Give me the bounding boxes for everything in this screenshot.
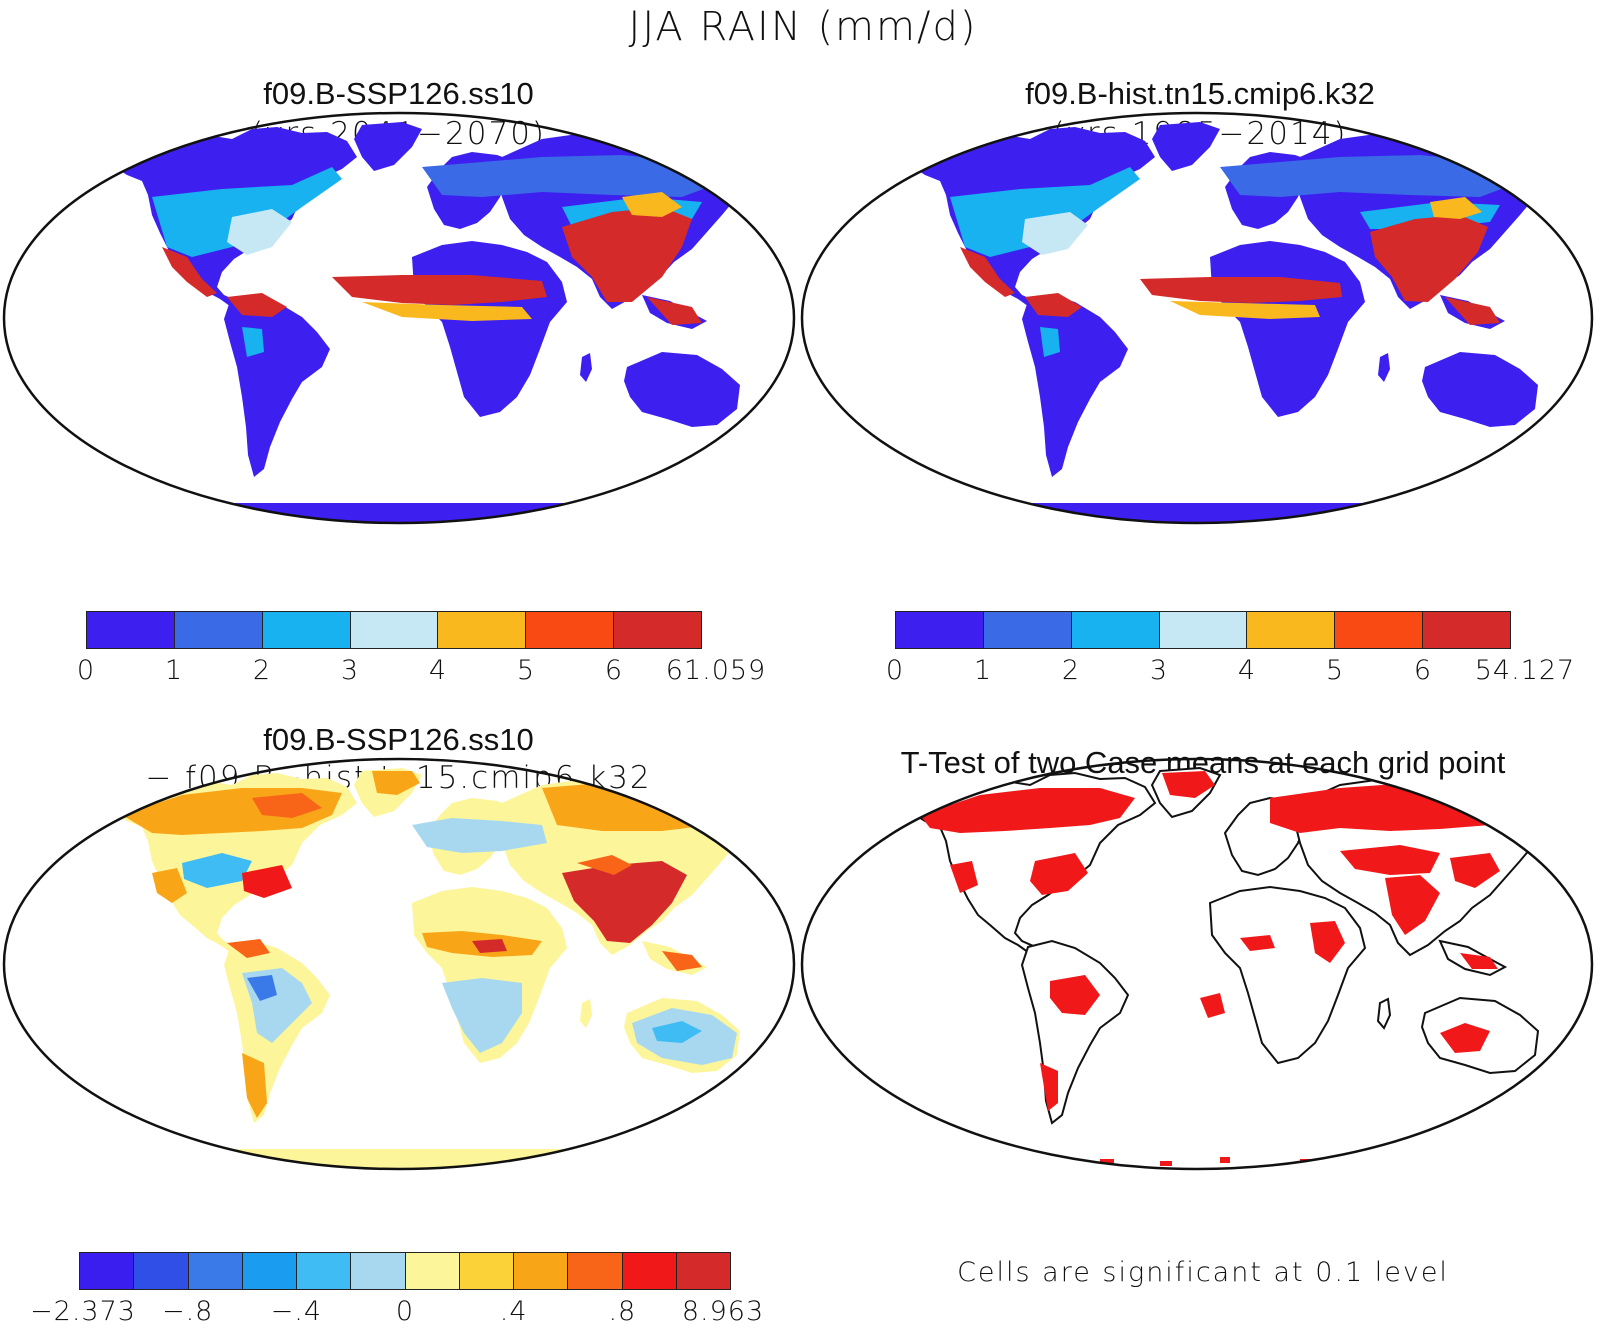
colorbar-diff bbox=[79, 1252, 731, 1290]
colorbar-diff-tick: 8.963 bbox=[681, 1296, 765, 1327]
colorbar-hist-tick: 5 bbox=[1325, 655, 1345, 686]
colorbar-diff-tick: 0 bbox=[395, 1296, 415, 1327]
colorbar-diff-swatch bbox=[80, 1253, 135, 1289]
colorbar-hist bbox=[895, 611, 1511, 649]
colorbar-diff-swatch bbox=[622, 1253, 677, 1289]
colorbar-hist-tick: 2 bbox=[1061, 655, 1081, 686]
colorbar-diff-swatch bbox=[188, 1253, 243, 1289]
ttest-note: Cells are significant at 0.1 level bbox=[957, 1257, 1449, 1288]
panel-ssp-title: f09.B-SSP126.ss10 bbox=[263, 76, 534, 111]
colorbar-ssp-swatch bbox=[438, 612, 527, 648]
colorbar-diff-tick: −.8 bbox=[161, 1296, 214, 1327]
colorbar-hist-swatch bbox=[1071, 612, 1160, 648]
colorbar-hist-tick: 6 bbox=[1413, 655, 1433, 686]
colorbar-hist-swatch bbox=[1247, 612, 1336, 648]
colorbar-hist-tick: 3 bbox=[1149, 655, 1169, 686]
colorbar-diff-swatch bbox=[568, 1253, 623, 1289]
colorbar-ssp-tick: 1 bbox=[164, 655, 184, 686]
colorbar-ssp-tick: 0 bbox=[76, 655, 96, 686]
colorbar-hist-tick: 54.127 bbox=[1474, 655, 1576, 686]
colorbar-hist-swatch bbox=[983, 612, 1072, 648]
map-ssp bbox=[2, 111, 796, 525]
colorbar-diff-swatch bbox=[351, 1253, 406, 1289]
map-hist bbox=[800, 111, 1594, 525]
colorbar-hist-swatch bbox=[1159, 612, 1248, 648]
colorbar-diff-swatch bbox=[514, 1253, 569, 1289]
colorbar-diff-tick: −.4 bbox=[270, 1296, 323, 1327]
colorbar-diff-tick: .4 bbox=[499, 1296, 528, 1327]
colorbar-hist-swatch bbox=[1423, 612, 1511, 648]
colorbar-ssp-swatch bbox=[350, 612, 439, 648]
colorbar-ssp-tick: 2 bbox=[252, 655, 272, 686]
colorbar-diff-swatch bbox=[676, 1253, 730, 1289]
colorbar-ssp-tick: 6 bbox=[604, 655, 624, 686]
colorbar-diff-swatch bbox=[459, 1253, 514, 1289]
colorbar-hist-tick: 4 bbox=[1237, 655, 1257, 686]
colorbar-ssp-tick: 5 bbox=[516, 655, 536, 686]
panel-diff-title: f09.B-SSP126.ss10 bbox=[263, 722, 534, 757]
figure-title: JJA RAIN (mm/d) bbox=[628, 4, 978, 50]
colorbar-ssp-swatch bbox=[526, 612, 615, 648]
colorbar-hist-swatch bbox=[896, 612, 984, 648]
colorbar-ssp-swatch bbox=[262, 612, 351, 648]
colorbar-ssp-swatch bbox=[87, 612, 175, 648]
colorbar-ssp bbox=[86, 611, 702, 649]
colorbar-ssp-tick: 4 bbox=[428, 655, 448, 686]
colorbar-hist-swatch bbox=[1335, 612, 1424, 648]
map-diff bbox=[2, 757, 796, 1171]
panel-hist-title: f09.B-hist.tn15.cmip6.k32 bbox=[1025, 76, 1375, 111]
colorbar-ssp-tick: 61.059 bbox=[665, 655, 767, 686]
colorbar-ssp-swatch bbox=[614, 612, 702, 648]
colorbar-diff-tick: .8 bbox=[608, 1296, 637, 1327]
colorbar-hist-tick: 0 bbox=[885, 655, 905, 686]
colorbar-hist-tick: 1 bbox=[973, 655, 993, 686]
colorbar-diff-swatch bbox=[242, 1253, 297, 1289]
colorbar-diff-swatch bbox=[297, 1253, 352, 1289]
colorbar-diff-swatch bbox=[134, 1253, 189, 1289]
colorbar-diff-swatch bbox=[405, 1253, 460, 1289]
colorbar-diff-tick: −2.373 bbox=[30, 1296, 136, 1327]
map-ttest bbox=[800, 757, 1594, 1171]
colorbar-ssp-tick: 3 bbox=[340, 655, 360, 686]
colorbar-ssp-swatch bbox=[174, 612, 263, 648]
